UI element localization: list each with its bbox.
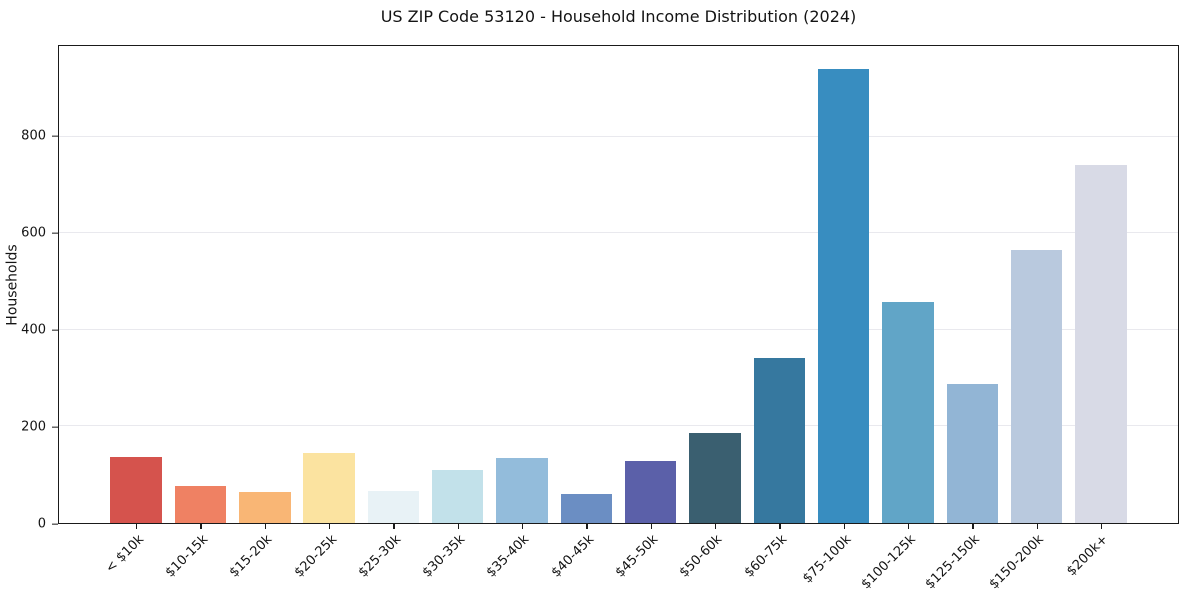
y-tick-mark-600 — [52, 232, 58, 234]
bar-40-45k — [560, 493, 613, 523]
x-tick-mark-200k — [1100, 524, 1103, 529]
gridline-y-200 — [59, 425, 1178, 427]
y-axis: 0 200 400 600 800 — [0, 45, 58, 531]
bar-slot-50-60k: $50-60k — [677, 46, 747, 580]
x-tick-mark-60-75k — [779, 524, 781, 529]
bar-20-25k — [303, 453, 355, 523]
y-tick-mark-200 — [52, 426, 58, 428]
x-tick-mark-150-200k — [1036, 524, 1038, 529]
bars-container: < $10k $10-15k $15-20k $20-25k $25-30k $30-35… — [59, 46, 1178, 590]
x-tick-label-25-30k: $25-30k — [355, 532, 405, 581]
x-tick-mark-10-15k — [200, 524, 202, 529]
x-tick-mark-125-150k — [972, 524, 974, 529]
y-tick-mark-800 — [52, 135, 58, 137]
bar-slot-15-20k: $15-20k — [227, 46, 297, 580]
bar-60-75k — [753, 358, 805, 523]
x-tick-mark-75-100k — [843, 524, 845, 529]
gridline-y-800 — [59, 135, 1178, 137]
x-tick-label-20-25k: $20-25k — [291, 532, 340, 581]
x-tick-label-10-15k: $10-15k — [162, 532, 212, 581]
x-tick-label-125-150k: $125-150k — [922, 532, 983, 590]
bar-slot-125-150k: $125-150k — [923, 46, 1004, 590]
bar-50-60k — [689, 433, 741, 523]
bar-slot-35-40k: $35-40k — [484, 46, 554, 580]
x-tick-mark-45-50k — [650, 524, 652, 529]
bar-slot-100-125k: $100-125k — [858, 46, 940, 590]
bar-10k — [110, 457, 162, 523]
x-tick-label-150-200k: $150-200k — [986, 532, 1048, 590]
y-tick-mark-0 — [52, 523, 58, 525]
x-tick-mark-40-45k — [586, 524, 588, 529]
bar-slot-150-200k: $150-200k — [987, 46, 1068, 590]
x-tick-label-35-40k: $35-40k — [484, 532, 533, 581]
x-tick-label-30-35k: $30-35k — [419, 532, 469, 581]
x-tick-mark-20-25k — [329, 524, 331, 529]
x-tick-mark-15-20k — [264, 524, 267, 529]
bar-25-30k — [367, 490, 420, 523]
gridline-y-400 — [59, 328, 1178, 330]
bar-slot-20-25k: $20-25k — [291, 46, 361, 580]
x-tick-mark-50-60k — [714, 524, 717, 529]
y-tick-label-400: 400 — [21, 322, 46, 338]
bar-45-50k — [624, 461, 677, 523]
plot-area: < $10k $10-15k $15-20k $20-25k $25-30k $30-35… — [58, 45, 1179, 590]
x-tick-label-40-45k: $40-45k — [548, 532, 597, 581]
y-tick-label-0: 0 — [37, 516, 46, 532]
x-tick-label-100-125k: $100-125k — [858, 532, 919, 590]
bar-slot-45-50k: $45-50k — [613, 46, 683, 580]
bar-slot-75-100k: $75-100k — [800, 46, 875, 586]
gridline-y-600 — [59, 232, 1178, 234]
x-tick-mark-35-40k — [522, 524, 524, 529]
x-tick-label-200k: $200k+ — [1064, 532, 1112, 580]
bar-35-40k — [496, 458, 548, 523]
chart-title: US ZIP Code 53120 - Household Income Dis… — [380, 7, 857, 26]
bar-slot-200k: $200k+ — [1064, 46, 1133, 579]
bar-200k — [1075, 165, 1127, 523]
bar-10-15k — [174, 485, 227, 523]
x-tick-mark-30-35k — [457, 524, 460, 529]
bar-slot-60-75k: $60-75k — [741, 46, 811, 580]
bar-slot-10k: < $10k — [103, 46, 168, 576]
y-tick-label-800: 800 — [21, 128, 46, 144]
bar-125-150k — [946, 384, 998, 523]
bar-150-200k — [1010, 249, 1063, 523]
x-tick-label-15-20k: $15-20k — [226, 532, 276, 581]
x-tick-label-10k: < $10k — [102, 532, 147, 577]
bar-slot-30-35k: $30-35k — [420, 46, 490, 580]
bar-100-125k — [882, 301, 934, 523]
x-tick-mark-10k — [136, 524, 138, 529]
x-tick-label-60-75k: $60-75k — [741, 532, 790, 581]
y-tick-label-600: 600 — [21, 225, 46, 241]
bar-75-100k — [817, 68, 870, 523]
bar-15-20k — [239, 491, 291, 523]
x-tick-label-75-100k: $75-100k — [799, 532, 855, 587]
y-tick-label-200: 200 — [21, 419, 46, 435]
x-tick-label-50-60k: $50-60k — [677, 532, 726, 581]
x-tick-mark-25-30k — [393, 524, 395, 529]
bar-slot-10-15k: $10-15k — [163, 46, 232, 580]
bar-slot-40-45k: $40-45k — [548, 46, 618, 580]
y-tick-mark-400 — [52, 329, 58, 331]
x-tick-mark-100-125k — [907, 524, 910, 529]
x-tick-label-45-50k: $45-50k — [612, 532, 662, 581]
bar-30-35k — [432, 470, 484, 523]
bar-slot-25-30k: $25-30k — [356, 46, 425, 580]
